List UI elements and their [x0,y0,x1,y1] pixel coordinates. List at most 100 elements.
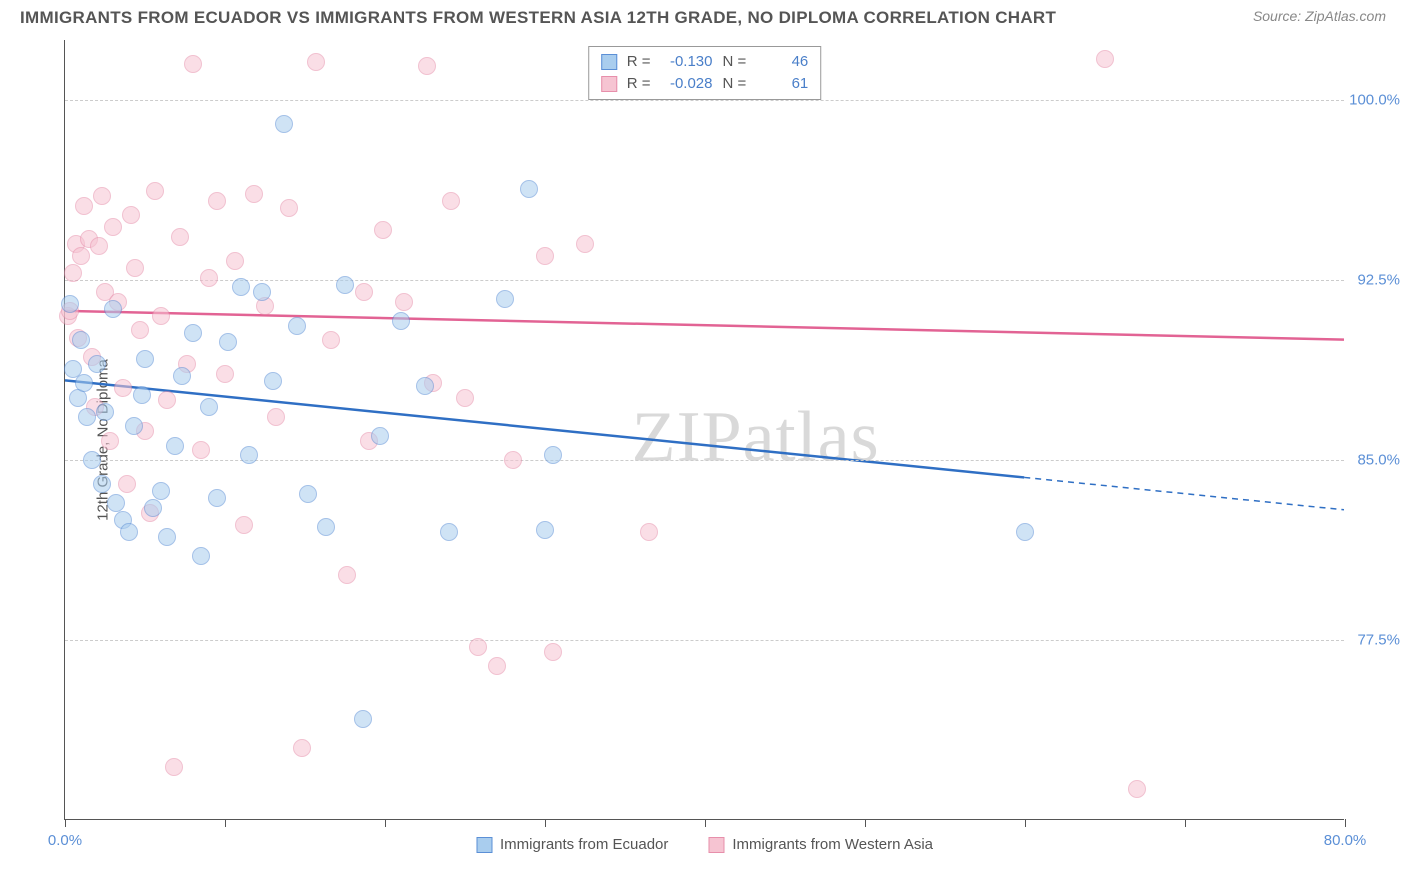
data-point-wasia [395,293,413,311]
data-point-wasia [442,192,460,210]
data-point-wasia [165,758,183,776]
data-point-wasia [544,643,562,661]
data-point-wasia [184,55,202,73]
data-point-ecuador [136,350,154,368]
data-point-ecuador [93,475,111,493]
x-tick [705,819,706,827]
x-tick [225,819,226,827]
source-attribution: Source: ZipAtlas.com [1253,8,1386,24]
trend-line-ecuador [65,380,1024,477]
data-point-wasia [488,657,506,675]
gridline-h [65,280,1344,281]
data-point-ecuador [416,377,434,395]
data-point-wasia [216,365,234,383]
data-point-wasia [72,247,90,265]
data-point-wasia [338,566,356,584]
data-point-wasia [93,187,111,205]
legend-item-wasia: Immigrants from Western Asia [708,836,933,853]
y-tick-label: 92.5% [1357,272,1400,289]
data-point-wasia [469,638,487,656]
data-point-wasia [75,197,93,215]
data-point-ecuador [192,547,210,565]
x-tick [1345,819,1346,827]
stat-n-label-1: N = [723,51,747,73]
y-tick-label: 100.0% [1349,92,1400,109]
y-tick-label: 85.0% [1357,452,1400,469]
data-point-ecuador [107,494,125,512]
data-point-ecuador [288,317,306,335]
data-point-ecuador [232,278,250,296]
data-point-wasia [456,389,474,407]
data-point-ecuador [299,485,317,503]
data-point-wasia [126,259,144,277]
data-point-wasia [504,451,522,469]
data-point-wasia [1096,50,1114,68]
watermark-a: ZIP [632,397,743,477]
x-tick [865,819,866,827]
data-point-ecuador [61,295,79,313]
data-point-ecuador [83,451,101,469]
data-point-wasia [1128,780,1146,798]
data-point-ecuador [96,403,114,421]
data-point-wasia [208,192,226,210]
data-point-wasia [131,321,149,339]
watermark: ZIPatlas [632,396,880,479]
data-point-wasia [200,269,218,287]
watermark-b: atlas [743,397,880,477]
data-point-wasia [152,307,170,325]
swatch-ecuador [601,54,617,70]
data-point-wasia [307,53,325,71]
trend-line-wasia [65,311,1344,340]
data-point-ecuador [336,276,354,294]
data-point-wasia [235,516,253,534]
data-point-wasia [418,57,436,75]
legend-item-ecuador: Immigrants from Ecuador [476,836,668,853]
data-point-ecuador [104,300,122,318]
data-point-ecuador [173,367,191,385]
data-point-wasia [192,441,210,459]
legend-statistics: R = -0.130 N = 46 R = -0.028 N = 61 [588,46,822,100]
data-point-wasia [64,264,82,282]
plot-area: ZIPatlas R = -0.130 N = 46 R = -0.028 N … [64,40,1344,820]
data-point-ecuador [544,446,562,464]
data-point-wasia [118,475,136,493]
data-point-wasia [104,218,122,236]
data-point-ecuador [144,499,162,517]
stat-r-label-1: R = [627,51,651,73]
data-point-ecuador [496,290,514,308]
gridline-h [65,100,1344,101]
data-point-wasia [158,391,176,409]
data-point-wasia [293,739,311,757]
data-point-wasia [146,182,164,200]
data-point-ecuador [354,710,372,728]
data-point-wasia [355,283,373,301]
data-point-wasia [267,408,285,426]
gridline-h [65,640,1344,641]
legend-stat-row-1: R = -0.130 N = 46 [601,51,809,73]
x-tick [545,819,546,827]
x-tick [65,819,66,827]
data-point-ecuador [78,408,96,426]
x-tick [385,819,386,827]
data-point-ecuador [253,283,271,301]
x-tick [1025,819,1026,827]
data-point-ecuador [166,437,184,455]
data-point-ecuador [240,446,258,464]
chart-container: 12th Grade, No Diploma ZIPatlas R = -0.1… [50,40,1390,840]
data-point-ecuador [440,523,458,541]
data-point-ecuador [200,398,218,416]
swatch-wasia-bottom [708,837,724,853]
data-point-wasia [374,221,392,239]
data-point-ecuador [208,489,226,507]
data-point-ecuador [125,417,143,435]
legend-series: Immigrants from Ecuador Immigrants from … [476,836,933,853]
data-point-ecuador [275,115,293,133]
data-point-ecuador [1016,523,1034,541]
data-point-wasia [101,432,119,450]
data-point-ecuador [152,482,170,500]
data-point-ecuador [184,324,202,342]
data-point-wasia [114,379,132,397]
x-tick-label: 80.0% [1324,832,1367,849]
gridline-h [65,460,1344,461]
data-point-ecuador [371,427,389,445]
